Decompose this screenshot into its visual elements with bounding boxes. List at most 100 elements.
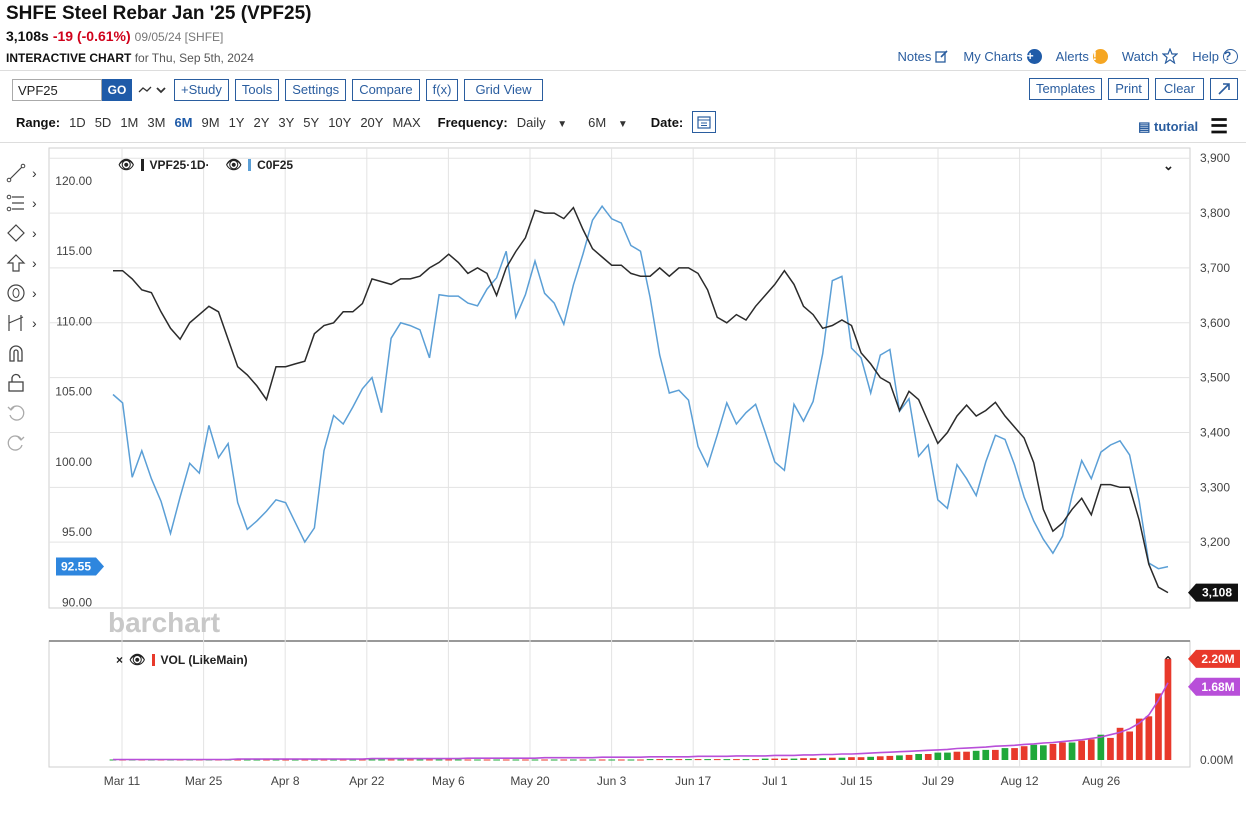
hamburger-menu-icon[interactable]: ☰ [1210,116,1228,138]
range-6m[interactable]: 6M [174,114,193,130]
volume-last-tag: 2.20M [1188,649,1240,668]
volume-bar [800,758,807,760]
magnet-tool[interactable] [6,338,46,368]
volume-bar [972,750,980,760]
period-select[interactable]: 6M ▼ [588,115,628,130]
volume-bar [560,759,568,761]
left-tick-label: 105.00 [55,385,92,399]
volume-bar [819,758,827,760]
watch-link[interactable]: Watch [1122,48,1179,64]
volume-bar [915,754,922,760]
volume-avg-tag: 1.68M [1188,677,1240,696]
arrow-tool[interactable]: › [6,248,46,278]
compare-series-line [112,204,1169,570]
volume-bar [311,759,318,761]
compare-series-label[interactable]: C0F25 [257,158,294,172]
clear-button[interactable]: Clear [1154,78,1204,100]
range-3y[interactable]: 3Y [278,114,295,130]
range-1m[interactable]: 1M [120,114,139,130]
compare-button[interactable]: Compare [352,79,420,101]
last-price: 3,108s [6,28,49,44]
volume-bar [368,759,376,761]
range-5d[interactable]: 5D [94,114,112,130]
right-tick-label: 3,200 [1200,535,1230,549]
volume-bar [713,759,721,761]
templates-button[interactable]: Templates [1028,78,1103,100]
volume-bar [445,759,452,761]
measure-tool[interactable]: › [6,308,46,338]
x-tick-label: Jul 15 [840,774,872,788]
tutorial-link[interactable]: ▤ tutorial [1138,119,1198,135]
right-axis-labels: 3,900 3,800 3,700 3,600 3,500 3,400 3,300 3,200 [1200,151,1230,549]
volume-color-swatch [151,654,155,666]
left-tick-label: 100.00 [55,455,92,469]
eye-icon[interactable]: 👁 [118,157,135,172]
settings-button[interactable]: Settings [285,79,347,101]
go-button[interactable]: GO [102,79,132,101]
close-icon[interactable]: × [116,653,124,667]
fx-button[interactable]: f(x) [425,79,459,101]
volume-bar [829,757,836,760]
alerts-link[interactable]: Alerts! [1056,48,1108,64]
volume-series-label[interactable]: VOL (LikeMain) [160,653,248,667]
trendline-tool[interactable]: › [6,158,46,188]
label-tool[interactable]: › [6,278,46,308]
page-title: SHFE Steel Rebar Jan '25 (VPF25) [6,3,312,24]
range-3m[interactable]: 3M [147,114,166,130]
frequency-select[interactable]: Daily ▼ [517,115,567,130]
volume-bar [243,759,251,761]
print-button[interactable]: Print [1108,78,1149,100]
shape-tool[interactable]: › [6,218,46,248]
eye-icon[interactable]: 👁 [225,157,243,172]
price-last-tag-text: 3,108 [1202,586,1232,600]
range-1y[interactable]: 1Y [228,114,245,130]
arrow-up-icon [6,254,26,272]
range-20y[interactable]: 20Y [360,114,384,130]
price-chart[interactable]: Mar 11 Mar 25 Apr 8 Apr 22 May 6 May 20 Jun 3 J… [0,142,1246,814]
left-tick-label: 120.00 [55,174,92,188]
range-9m[interactable]: 9M [201,114,220,130]
tools-button[interactable]: Tools [234,79,280,101]
study-button[interactable]: +Study [174,79,229,101]
range-5y[interactable]: 5Y [303,114,320,130]
range-bar: Range: 1D 5D 1M 3M 6M 9M 1Y 2Y 3Y 5Y 10Y… [16,110,717,134]
mycharts-link[interactable]: My Charts + [963,48,1042,64]
range-10y[interactable]: 10Y [328,114,352,130]
volume-bar [992,749,999,760]
chevron-right-icon: › [32,225,37,241]
date-picker-button[interactable] [692,111,717,133]
volume-bar [723,759,731,761]
range-max[interactable]: MAX [392,114,421,130]
symbol-input[interactable] [12,79,102,101]
main-series-label[interactable]: VPF25·1D· [149,158,210,172]
x-tick-label: Jul 29 [922,774,954,788]
redo-tool[interactable] [6,428,46,458]
volume-bar [896,755,903,760]
expand-panel-icon[interactable]: ⌃ [1163,654,1174,668]
volume-bar [685,759,692,761]
range-2y[interactable]: 2Y [253,114,270,130]
x-tick-label: Aug 12 [1001,774,1039,788]
chart-type-icon[interactable] [138,82,168,98]
help-label: Help [1192,48,1219,64]
right-tick-label: 3,400 [1200,425,1230,439]
chart-subtitle: INTERACTIVE CHART for Thu, Sep 5th, 2024 [6,51,254,65]
expand-button[interactable] [1210,78,1238,100]
gridview-button[interactable]: Grid View [464,79,543,101]
collapse-icon[interactable]: ⌄ [1163,158,1174,173]
chart-grid [48,147,1191,768]
volume-bar [1011,748,1018,760]
lock-tool[interactable] [6,368,46,398]
plus-icon: + [1026,48,1042,64]
help-link[interactable]: Help? [1192,48,1238,64]
undo-tool[interactable] [6,398,46,428]
expand-icon [1218,83,1230,95]
chart-label: INTERACTIVE CHART [6,51,132,65]
range-1d[interactable]: 1D [69,114,86,130]
notes-link[interactable]: Notes [897,48,949,64]
eye-icon[interactable]: 👁 [129,652,146,667]
fib-tool[interactable]: › [6,188,46,218]
help-icon: ? [1223,48,1238,64]
volume-bar [435,759,443,761]
divider [0,70,1246,71]
